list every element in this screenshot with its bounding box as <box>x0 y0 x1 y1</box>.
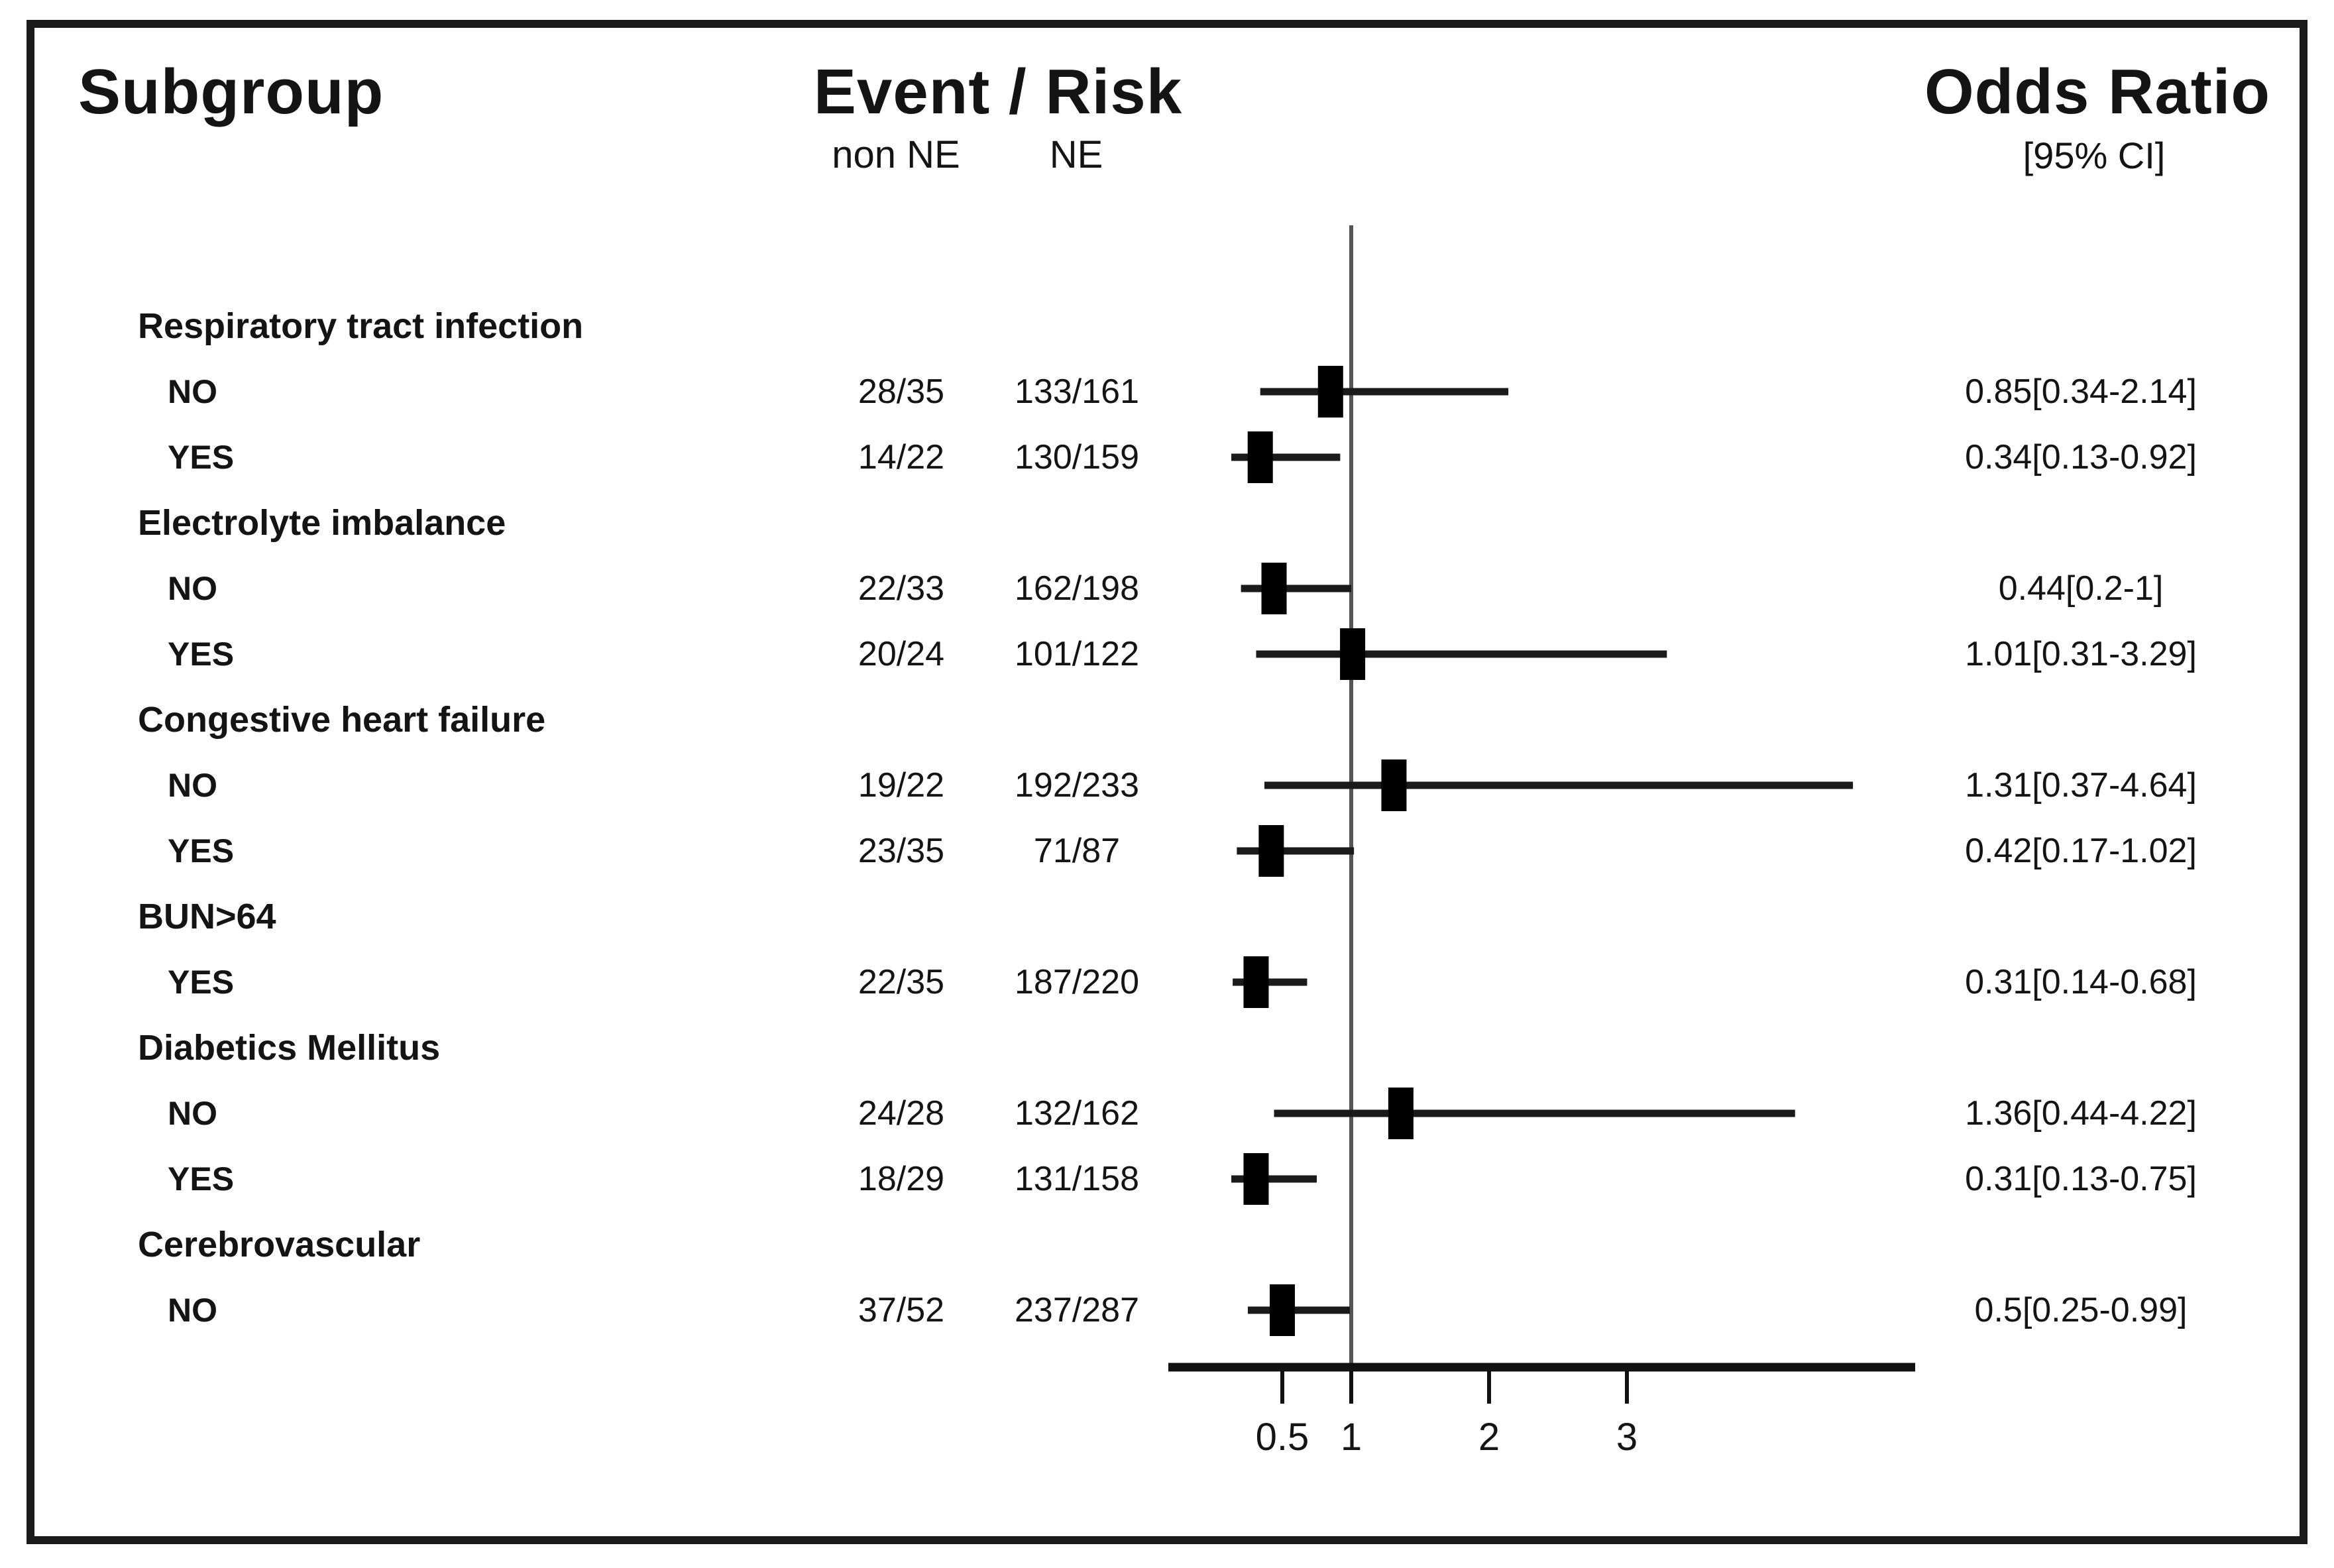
odds-ratio-ci-value: 0.31[0.14-0.68] <box>1965 963 2197 1001</box>
non-ne-value: 19/22 <box>858 766 945 805</box>
column-header-ne: NE <box>1049 133 1103 176</box>
subgroup-label: Congestive heart failure <box>138 700 546 740</box>
column-header-odds-ratio: Odds Ratio <box>1924 56 2270 127</box>
odds-ratio-marker <box>1381 759 1407 811</box>
subgroup-label: Diabetics Mellitus <box>138 1028 441 1068</box>
table-row: NO 37/52 237/287 0.5[0.25-0.99] <box>0 1278 2334 1343</box>
ne-value: 132/162 <box>1015 1094 1139 1133</box>
table-row-group: BUN>64 <box>0 884 2334 950</box>
odds-ratio-marker <box>1388 1088 1414 1139</box>
non-ne-value: 23/35 <box>858 832 945 870</box>
subgroup-label: BUN>64 <box>138 897 276 936</box>
odds-ratio-marker <box>1317 366 1343 418</box>
subgroup-label: Cerebrovascular <box>138 1225 421 1264</box>
row-label: YES <box>168 832 235 869</box>
row-label: YES <box>168 439 235 476</box>
non-ne-value: 28/35 <box>858 372 945 411</box>
table-row-group: Electrolyte imbalance <box>0 490 2334 556</box>
ne-value: 101/122 <box>1015 635 1139 673</box>
non-ne-value: 24/28 <box>858 1094 945 1133</box>
ne-value: 237/287 <box>1015 1291 1139 1329</box>
column-header-subgroup: Subgroup <box>78 56 384 127</box>
x-axis-tick-label: 3 <box>1616 1416 1638 1459</box>
ne-value: 71/87 <box>1033 832 1121 870</box>
column-header-95ci: [95% CI] <box>2023 135 2166 176</box>
ne-value: 162/198 <box>1015 569 1139 608</box>
non-ne-value: 18/29 <box>858 1160 945 1198</box>
non-ne-value: 14/22 <box>858 438 945 476</box>
odds-ratio-marker <box>1258 825 1284 877</box>
odds-ratio-marker <box>1247 431 1273 483</box>
row-label: YES <box>168 964 235 1001</box>
odds-ratio-marker <box>1243 956 1269 1008</box>
odds-ratio-ci-value: 1.36[0.44-4.22] <box>1965 1094 2197 1133</box>
non-ne-value: 37/52 <box>858 1291 945 1329</box>
column-header-event-risk: Event / Risk <box>813 56 1183 127</box>
row-label: NO <box>168 767 217 804</box>
odds-ratio-ci-value: 0.85[0.34-2.14] <box>1965 372 2197 411</box>
table-row-group: Cerebrovascular <box>0 1212 2334 1278</box>
column-header-non-ne: non NE <box>832 133 960 176</box>
table-row: NO 24/28 132/162 1.36[0.44-4.22] <box>0 1081 2334 1147</box>
row-label: YES <box>168 636 235 673</box>
table-row: YES 14/22 130/159 0.34[0.13-0.92] <box>0 425 2334 490</box>
table-row: NO 28/35 133/161 0.85[0.34-2.14] <box>0 359 2334 425</box>
row-label: NO <box>168 1095 217 1132</box>
odds-ratio-ci-value: 0.44[0.2-1] <box>1998 569 2164 608</box>
figure-border <box>27 20 2307 1544</box>
odds-ratio-marker <box>1340 628 1366 680</box>
table-row-group: Congestive heart failure <box>0 687 2334 753</box>
table-row: YES 22/35 187/220 0.31[0.14-0.68] <box>0 950 2334 1015</box>
odds-ratio-ci-value: 1.01[0.31-3.29] <box>1965 635 2197 673</box>
subgroup-label: Electrolyte imbalance <box>138 503 506 543</box>
ne-value: 131/158 <box>1015 1160 1139 1198</box>
x-axis-tick-label: 0.5 <box>1256 1416 1309 1459</box>
table-row-group: Diabetics Mellitus <box>0 1015 2334 1081</box>
table-row: NO 19/22 192/233 1.31[0.37-4.64] <box>0 753 2334 818</box>
non-ne-value: 22/35 <box>858 963 945 1001</box>
non-ne-value: 22/33 <box>858 569 945 608</box>
odds-ratio-ci-value: 0.31[0.13-0.75] <box>1965 1160 2197 1198</box>
ne-value: 187/220 <box>1015 963 1139 1001</box>
table-row: YES 20/24 101/122 1.01[0.31-3.29] <box>0 622 2334 687</box>
subgroup-label: Respiratory tract infection <box>138 306 584 346</box>
odds-ratio-ci-value: 0.42[0.17-1.02] <box>1965 832 2197 870</box>
odds-ratio-marker <box>1243 1153 1269 1205</box>
non-ne-value: 20/24 <box>858 635 945 673</box>
row-label: NO <box>168 1292 217 1329</box>
x-axis-tick-label: 1 <box>1341 1416 1362 1459</box>
ne-value: 130/159 <box>1015 438 1139 476</box>
ne-value: 133/161 <box>1015 372 1139 411</box>
row-label: NO <box>168 373 217 410</box>
x-axis-tick-label: 2 <box>1478 1416 1500 1459</box>
odds-ratio-marker <box>1261 563 1287 614</box>
table-row: YES 18/29 131/158 0.31[0.13-0.75] <box>0 1147 2334 1212</box>
row-label: NO <box>168 570 217 607</box>
odds-ratio-ci-value: 1.31[0.37-4.64] <box>1965 766 2197 805</box>
row-label: YES <box>168 1160 235 1198</box>
odds-ratio-ci-value: 0.5[0.25-0.99] <box>1974 1291 2188 1329</box>
ne-value: 192/233 <box>1015 766 1139 805</box>
table-row: NO 22/33 162/198 0.44[0.2-1] <box>0 556 2334 622</box>
table-row-group: Respiratory tract infection <box>0 294 2334 359</box>
table-row: YES 23/35 71/87 0.42[0.17-1.02] <box>0 818 2334 884</box>
odds-ratio-marker <box>1270 1284 1295 1336</box>
odds-ratio-ci-value: 0.34[0.13-0.92] <box>1965 438 2197 476</box>
